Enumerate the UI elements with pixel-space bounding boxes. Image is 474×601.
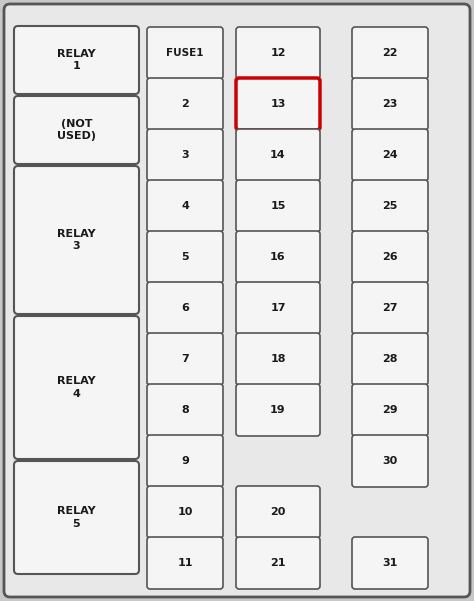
Text: 12: 12 [270,48,286,58]
Text: 31: 31 [383,558,398,568]
FancyBboxPatch shape [147,384,223,436]
FancyBboxPatch shape [147,435,223,487]
Text: 4: 4 [181,201,189,211]
Text: RELAY
5: RELAY 5 [57,506,96,529]
Text: 9: 9 [181,456,189,466]
Text: 25: 25 [383,201,398,211]
FancyBboxPatch shape [147,333,223,385]
FancyBboxPatch shape [147,537,223,589]
FancyBboxPatch shape [352,282,428,334]
Text: 27: 27 [382,303,398,313]
FancyBboxPatch shape [236,333,320,385]
FancyBboxPatch shape [352,537,428,589]
FancyBboxPatch shape [352,384,428,436]
FancyBboxPatch shape [14,96,139,164]
FancyBboxPatch shape [236,231,320,283]
FancyBboxPatch shape [352,78,428,130]
FancyBboxPatch shape [236,537,320,589]
FancyBboxPatch shape [236,384,320,436]
FancyBboxPatch shape [147,282,223,334]
FancyBboxPatch shape [4,4,470,597]
FancyBboxPatch shape [236,129,320,181]
Text: 10: 10 [177,507,193,517]
Text: 29: 29 [382,405,398,415]
Text: RELAY
3: RELAY 3 [57,229,96,251]
Text: 23: 23 [383,99,398,109]
FancyBboxPatch shape [352,231,428,283]
FancyBboxPatch shape [147,231,223,283]
Text: 2: 2 [181,99,189,109]
Text: 22: 22 [382,48,398,58]
FancyBboxPatch shape [147,78,223,130]
Text: 20: 20 [270,507,286,517]
FancyBboxPatch shape [14,166,139,314]
Text: FUSE1: FUSE1 [166,48,204,58]
Text: 28: 28 [382,354,398,364]
Text: 16: 16 [270,252,286,262]
FancyBboxPatch shape [236,486,320,538]
FancyBboxPatch shape [147,180,223,232]
FancyBboxPatch shape [352,27,428,79]
FancyBboxPatch shape [352,333,428,385]
Text: 6: 6 [181,303,189,313]
FancyBboxPatch shape [147,486,223,538]
Text: 13: 13 [270,99,286,109]
FancyBboxPatch shape [14,461,139,574]
Text: RELAY
1: RELAY 1 [57,49,96,71]
Text: 19: 19 [270,405,286,415]
Text: 18: 18 [270,354,286,364]
Text: RELAY
4: RELAY 4 [57,376,96,398]
Text: 26: 26 [382,252,398,262]
FancyBboxPatch shape [14,26,139,94]
Text: 24: 24 [382,150,398,160]
Text: 14: 14 [270,150,286,160]
Text: 17: 17 [270,303,286,313]
FancyBboxPatch shape [236,78,320,130]
FancyBboxPatch shape [14,316,139,459]
FancyBboxPatch shape [352,180,428,232]
FancyBboxPatch shape [147,27,223,79]
Text: 11: 11 [177,558,193,568]
FancyBboxPatch shape [352,435,428,487]
FancyBboxPatch shape [352,129,428,181]
FancyBboxPatch shape [236,180,320,232]
Text: 30: 30 [383,456,398,466]
Text: 8: 8 [181,405,189,415]
FancyBboxPatch shape [236,282,320,334]
Text: (NOT
USED): (NOT USED) [57,119,96,141]
FancyBboxPatch shape [236,27,320,79]
Text: 15: 15 [270,201,286,211]
FancyBboxPatch shape [147,129,223,181]
Text: 3: 3 [181,150,189,160]
Text: 5: 5 [181,252,189,262]
Text: 21: 21 [270,558,286,568]
Text: 7: 7 [181,354,189,364]
